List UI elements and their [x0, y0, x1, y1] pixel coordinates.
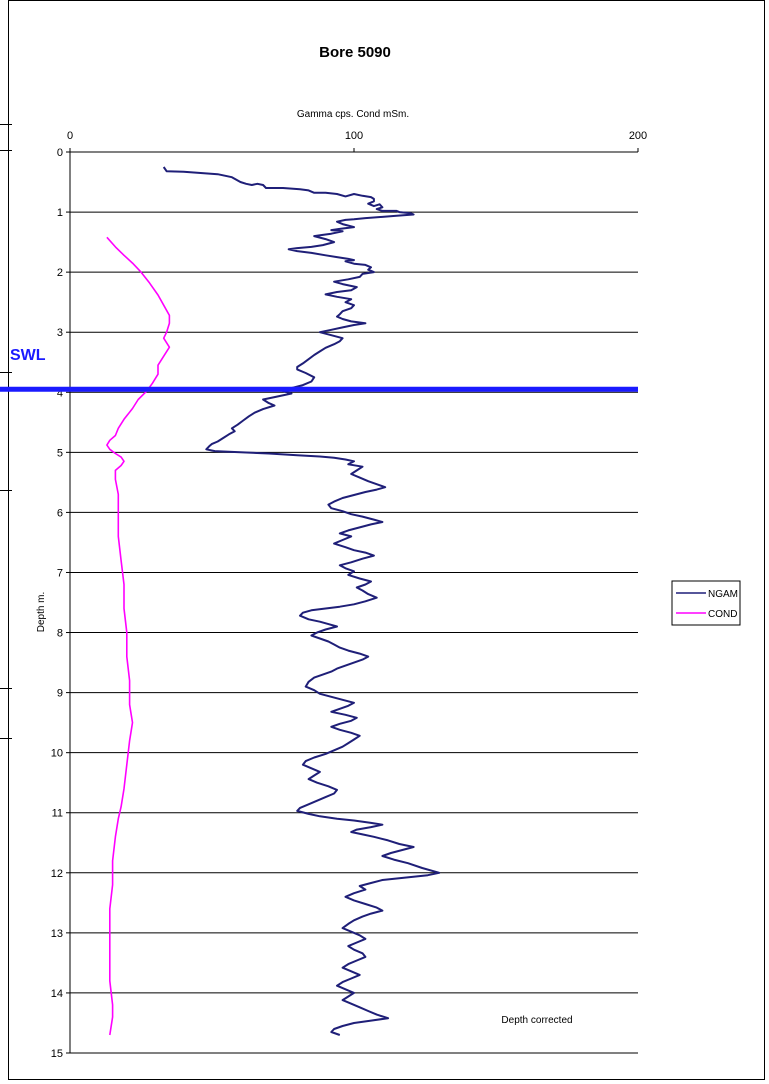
y-tick-label: 1 — [57, 207, 63, 219]
gridlines — [70, 211, 638, 994]
edge-marker — [0, 490, 12, 491]
x-tick-label: 100 — [345, 130, 363, 142]
chart-frame — [8, 0, 765, 1080]
x-tick-label: 200 — [629, 130, 647, 142]
legend: NGAM COND — [671, 580, 741, 626]
y-tick-label: 6 — [57, 507, 63, 519]
y-tick-label: 12 — [51, 868, 63, 880]
series-line-ngam — [162, 166, 441, 1036]
y-tick-label: 14 — [51, 988, 63, 1000]
y-axis-label: Depth m. — [36, 592, 47, 633]
y-tick-label: 8 — [57, 628, 63, 640]
y-tick-label: 10 — [51, 748, 63, 760]
y-tick-label: 11 — [52, 808, 63, 820]
edge-marker — [0, 688, 12, 689]
y-tick-label: 9 — [57, 688, 63, 700]
y-tick-label: 3 — [57, 327, 63, 339]
series-lines — [106, 166, 441, 1036]
edge-marker — [0, 150, 12, 151]
x-axis-label: Gamma cps. Cond mSm. — [297, 109, 409, 120]
edge-marker — [0, 124, 12, 125]
edge-marker — [0, 738, 12, 739]
edge-marker — [0, 372, 12, 373]
y-tick-label: 5 — [57, 447, 63, 459]
left-edge-markers — [0, 0, 12, 1084]
x-tick-label: 0 — [67, 130, 73, 142]
y-tick-label: 7 — [57, 567, 63, 579]
y-tick-label: 4 — [57, 387, 63, 399]
y-tick-label: 15 — [51, 1048, 63, 1060]
depth-corrected-note: Depth corrected — [501, 1015, 572, 1026]
legend-label-cond: COND — [708, 609, 737, 620]
swl-label: SWL — [10, 347, 46, 364]
chart-title: Bore 5090 — [319, 44, 391, 61]
y-tick-label: 13 — [51, 928, 63, 940]
y-tick-label: 2 — [57, 267, 63, 279]
legend-box — [671, 580, 741, 626]
series-line-cond — [106, 236, 171, 1036]
y-tick-label: 0 — [57, 147, 63, 159]
legend-label-ngam: NGAM — [708, 589, 738, 600]
